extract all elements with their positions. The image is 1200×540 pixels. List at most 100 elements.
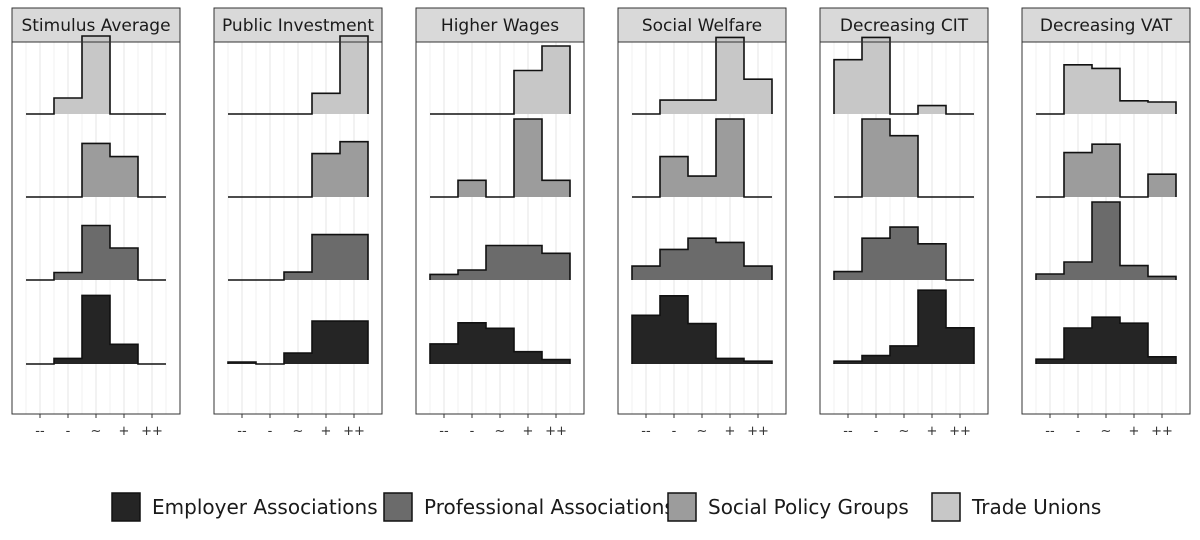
series-employer-associations [1035,316,1177,364]
bar-employer-associations-0 [1036,359,1064,364]
x-tick-label: ~ [697,424,708,439]
x-tick-label: - [268,424,273,439]
bar-employer-associations-1 [660,295,688,364]
x-tick-label: -- [843,424,853,439]
bar-social-policy-groups-3 [514,119,542,197]
bar-professional-associations-1 [660,249,688,280]
series-employer-associations [429,322,571,364]
x-tick-label: + [927,424,938,439]
x-tick-label: - [1076,424,1081,439]
panel-public-investment: Public Investment-- - ~ + ++ [213,7,383,439]
bar-employer-associations-3 [1120,323,1148,364]
bar-trade-unions-1 [862,37,890,115]
x-tick-label: - [672,424,677,439]
outline-employer-associations [429,322,571,364]
series-employer-associations [227,320,369,365]
bar-trade-unions-2 [688,100,716,114]
bar-professional-associations-3 [1120,265,1148,280]
panel-title: Social Welfare [642,16,762,36]
outline-employer-associations [227,320,369,365]
bar-employer-associations-2 [890,345,918,364]
series-professional-associations [429,244,571,280]
panel-decreasing-vat: Decreasing VAT-- - ~ + ++ [1021,7,1191,439]
series-social-policy-groups [632,118,772,198]
bar-employer-associations-3 [514,351,542,364]
bar-employer-associations-1 [862,355,890,364]
legend: Employer Associations Professional Associ… [111,492,1101,522]
series-social-policy-groups [1036,143,1177,198]
bar-trade-unions-4 [542,46,570,114]
bar-trade-unions-2 [1092,68,1120,114]
bar-professional-associations-4 [744,266,772,280]
legend-item-social-policy-groups: Social Policy Groups [667,492,909,522]
series-trade-unions [632,36,773,115]
x-tick-label: -- [1045,424,1055,439]
series-trade-unions [228,35,369,115]
bar-professional-associations-4 [340,234,368,280]
legend-key-professional-associations [383,492,413,522]
bar-employer-associations-4 [1148,356,1176,364]
outline-social-policy-groups [1036,143,1177,198]
bar-professional-associations-1 [1064,262,1092,280]
bar-employer-associations-3 [110,344,138,364]
bar-professional-associations-1 [862,238,890,280]
bar-trade-unions-3 [312,93,340,114]
outline-professional-associations [1035,201,1177,280]
bar-social-policy-groups-3 [312,153,340,197]
bar-employer-associations-2 [82,295,110,364]
bar-professional-associations-0 [632,266,660,280]
bar-employer-associations-4 [744,361,772,364]
x-tick-label: -- [641,424,651,439]
series-professional-associations [1035,201,1177,280]
bar-professional-associations-1 [54,272,82,280]
bar-employer-associations-2 [486,328,514,364]
x-tick-label: ~ [293,424,304,439]
bar-trade-unions-1 [54,98,82,114]
bar-professional-associations-0 [1036,274,1064,280]
panel-strip [819,7,989,43]
bar-social-policy-groups-4 [542,180,570,197]
bar-professional-associations-4 [1148,276,1176,280]
legend-item-professional-associations: Professional Associations [383,492,675,522]
bar-professional-associations-2 [82,225,110,280]
bar-social-policy-groups-2 [688,176,716,197]
bar-social-policy-groups-2 [82,143,110,197]
x-tick-label: ++ [545,424,567,439]
series-social-policy-groups [228,140,369,198]
bar-trade-unions-0 [834,59,862,114]
bar-employer-associations-0 [228,362,256,364]
x-tick-label: + [1129,424,1140,439]
bar-employer-associations-3 [312,321,340,364]
panel-title: Higher Wages [441,16,559,36]
panel-title: Decreasing CIT [840,16,969,36]
bar-employer-associations-0 [834,361,862,364]
legend-key-social-policy-groups [667,492,697,522]
series-professional-associations [631,237,773,280]
x-tick-label: ++ [949,424,971,439]
series-employer-associations [26,294,166,365]
bar-employer-associations-3 [918,290,946,364]
bar-professional-associations-3 [514,245,542,280]
outline-trade-unions [430,45,571,115]
series-trade-unions [430,45,571,115]
bar-professional-associations-3 [716,242,744,280]
series-social-policy-groups [26,142,166,198]
outline-employer-associations [1035,316,1177,364]
bar-professional-associations-3 [110,248,138,280]
bar-employer-associations-1 [1064,328,1092,364]
bar-trade-unions-3 [514,70,542,114]
x-tick-label: -- [439,424,449,439]
bar-employer-associations-2 [688,323,716,364]
panel-decreasing-cit: Decreasing CIT-- - ~ + ++ [819,7,989,439]
bar-trade-unions-1 [1064,64,1092,114]
bar-social-policy-groups-4 [1148,174,1176,197]
x-tick-label: - [874,424,879,439]
outline-social-policy-groups [834,118,974,198]
bar-trade-unions-4 [1148,102,1176,114]
bar-trade-unions-3 [716,37,744,115]
bar-employer-associations-4 [946,327,974,364]
panel-social-welfare: Social Welfare-- - ~ + ++ [617,7,787,439]
bar-social-policy-groups-1 [458,180,486,197]
bar-social-policy-groups-1 [1064,152,1092,197]
bar-trade-unions-1 [660,100,688,114]
